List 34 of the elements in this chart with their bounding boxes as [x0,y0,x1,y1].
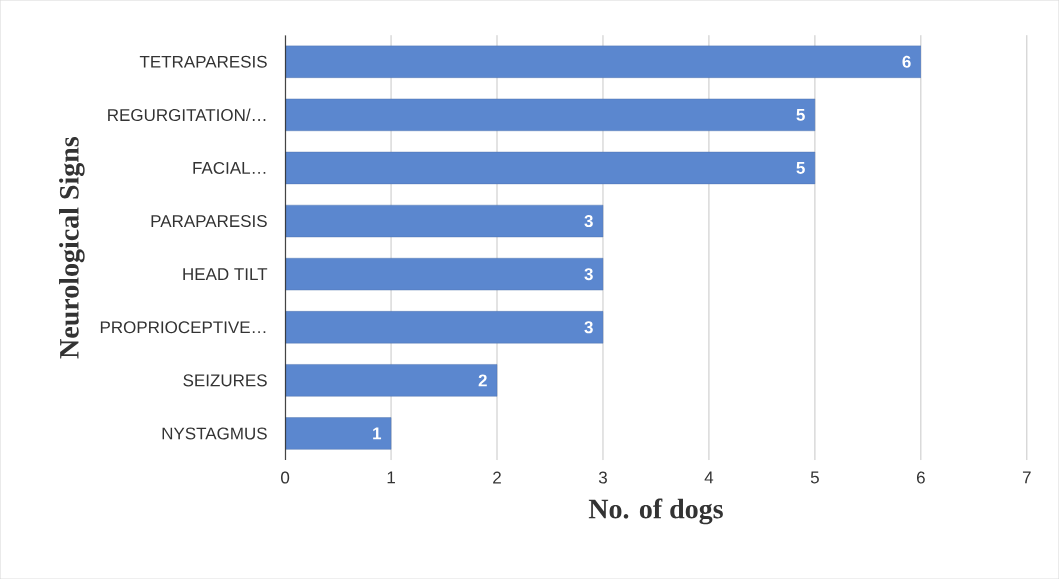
x-tick-label: 4 [704,471,714,484]
y-tick-label: FACIAL… [193,161,266,174]
y-tick-label: HEAD TILT [183,268,268,280]
bar [285,204,604,238]
data-label: 6 [902,55,911,68]
x-tick-label: 6 [916,471,925,484]
bar [285,257,604,291]
y-tick-label: PROPRIOCEPTIVE… [100,321,266,334]
data-label: 3 [584,268,593,281]
bar [285,151,816,184]
x-tick-label: 0 [281,471,290,484]
bar [285,98,816,131]
bar [285,311,604,344]
data-label: 3 [584,214,593,227]
data-label: 2 [478,374,487,387]
bar [285,364,498,397]
x-tick-label: 7 [1022,471,1031,484]
y-axis-title: Neurological Signs [59,136,85,359]
x-tick-label: 2 [493,471,501,484]
x-tick-label: 1 [387,471,395,484]
x-tick-label: 5 [810,471,819,484]
x-axis-title: No. of dogs [588,498,723,525]
bar [285,417,392,450]
data-label: 5 [796,108,805,121]
y-tick-label: REGURGITATION/… [108,108,266,122]
data-label: 1 [373,427,382,440]
bar [285,45,922,78]
data-label: 5 [796,161,805,174]
y-tick-label: PARAPARESIS [151,214,267,227]
y-tick-label: TETRAPARESIS [139,55,267,68]
y-tick-label: SEIZURES [183,374,267,387]
y-tick-label: NYSTAGMUS [162,427,267,440]
data-label: 3 [584,321,593,334]
x-tick-label: 3 [598,471,607,484]
